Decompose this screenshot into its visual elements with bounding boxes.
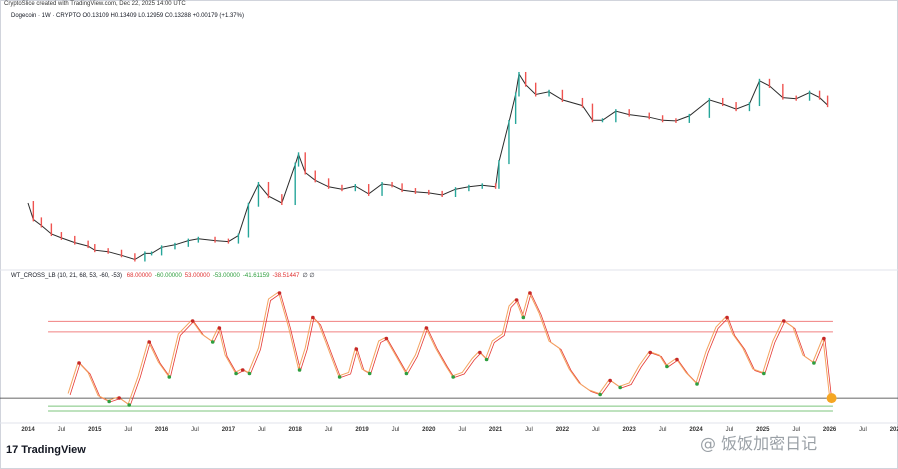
sell-cross-dot xyxy=(147,340,152,344)
wt2-line xyxy=(69,292,832,407)
ohlc-values: O0.13109 H0.13409 L0.12959 C0.13288 +0.0… xyxy=(82,13,244,19)
x-tick-label: Jul xyxy=(525,427,533,433)
indicator-value: -41.61159 xyxy=(242,273,270,279)
buy-cross-dot xyxy=(598,392,602,397)
x-tick-label: 2024 xyxy=(689,427,703,433)
x-tick-label: 2027 xyxy=(890,427,898,433)
buy-cross-dot xyxy=(234,371,238,376)
x-tick-label: Jul xyxy=(258,427,266,433)
buy-cross-dot xyxy=(665,364,669,369)
x-tick-label: Jul xyxy=(392,427,400,433)
buy-cross-dot xyxy=(618,385,622,390)
buy-cross-dot xyxy=(337,375,342,379)
x-tick-label: Jul xyxy=(659,427,667,433)
sell-cross-dot xyxy=(725,315,729,320)
sell-cross-dot xyxy=(354,347,359,351)
credit-line: CryptoSlice created with TradingView.com… xyxy=(4,1,186,7)
sell-cross-dot xyxy=(675,357,679,362)
buy-cross-dot xyxy=(451,375,455,379)
indicator-value: 53.00000 xyxy=(184,273,210,279)
sell-cross-dot xyxy=(384,336,389,341)
x-tick-label: 2014 xyxy=(21,427,35,433)
x-tick-label: 2016 xyxy=(155,427,169,433)
wt-cross-pane xyxy=(0,290,898,412)
symbol-title[interactable]: Dogecoin · 1W · CRYPTO xyxy=(11,13,81,19)
buy-cross-dot xyxy=(521,315,526,320)
indicator-value: 68.00000 xyxy=(126,273,152,279)
buy-cross-dot xyxy=(367,371,372,376)
watermark: @ 饭饭加密日记 xyxy=(700,434,818,453)
tv-logo-icon: 17 xyxy=(6,444,19,456)
sell-cross-dot xyxy=(608,378,612,383)
buy-cross-dot xyxy=(297,368,302,372)
sell-cross-dot xyxy=(190,319,195,323)
x-tick-label: 2017 xyxy=(222,427,236,433)
buy-cross-dot xyxy=(167,375,172,379)
symbol-legend: Dogecoin · 1W · CRYPTO O0.13109 H0.13409… xyxy=(11,13,244,19)
buy-cross-dot xyxy=(247,371,252,376)
indicator-value: -38.51447 xyxy=(272,273,300,279)
x-tick-label: 2023 xyxy=(623,427,637,433)
indicator-value: ∅ ∅ xyxy=(302,273,315,279)
sell-cross-dot xyxy=(424,326,429,330)
x-tick-label: Jul xyxy=(859,427,867,433)
x-tick-label: Jul xyxy=(191,427,199,433)
buy-cross-dot xyxy=(127,403,131,407)
sell-cross-dot xyxy=(117,396,121,400)
indicator-legend: WT_CROSS_LB (10, 21, 68, 53, -60, -53) 6… xyxy=(11,272,318,279)
sell-cross-dot xyxy=(277,291,282,295)
indicator-name[interactable]: WT_CROSS_LB (10, 21, 68, 53, -60, -53) xyxy=(11,273,123,279)
buy-cross-dot xyxy=(695,382,699,386)
buy-cross-dot xyxy=(107,399,111,404)
buy-cross-dot xyxy=(762,371,766,376)
sell-cross-dot xyxy=(311,315,315,320)
x-tick-label: Jul xyxy=(792,427,800,433)
sell-cross-dot xyxy=(822,336,826,341)
x-tick-label: 2020 xyxy=(422,427,436,433)
sell-cross-dot xyxy=(782,319,786,323)
x-tick-label: 2026 xyxy=(823,427,837,433)
buy-cross-dot xyxy=(404,371,409,376)
tradingview-logo: 17 TradingView xyxy=(6,444,86,456)
x-tick-label: 2021 xyxy=(489,427,503,433)
current-value-marker xyxy=(826,393,837,404)
x-tick-label: Jul xyxy=(325,427,333,433)
x-tick-label: 2015 xyxy=(88,427,102,433)
sell-cross-dot xyxy=(478,350,482,355)
x-tick-label: Jul xyxy=(726,427,734,433)
x-tick-label: Jul xyxy=(592,427,600,433)
buy-cross-dot xyxy=(484,357,489,362)
x-tick-label: 2025 xyxy=(756,427,770,433)
sell-cross-dot xyxy=(240,368,245,372)
x-tick-label: 2019 xyxy=(355,427,369,433)
wt1-line xyxy=(67,290,831,405)
price-series-line xyxy=(27,72,828,261)
buy-cross-dot xyxy=(812,361,816,365)
sell-cross-dot xyxy=(528,291,532,295)
time-axis: 2014 Jul 2015 Jul 2016 Jul 2017 Jul 2018 Jul 2019 J… xyxy=(21,427,898,433)
x-tick-label: Jul xyxy=(124,427,132,433)
x-tick-label: 2022 xyxy=(556,427,570,433)
indicator-value: -53.00000 xyxy=(212,273,240,279)
x-tick-label: Jul xyxy=(58,427,66,433)
sell-cross-dot xyxy=(648,350,653,355)
sell-cross-dot xyxy=(77,361,81,365)
sell-cross-dot xyxy=(217,326,222,330)
price-pane xyxy=(27,71,829,262)
logo-text: TradingView xyxy=(21,444,86,456)
x-tick-label: Jul xyxy=(458,427,466,433)
x-tick-label: 2018 xyxy=(289,427,303,433)
indicator-value: -60.00000 xyxy=(154,273,182,279)
buy-cross-dot xyxy=(210,340,215,344)
sell-cross-dot xyxy=(514,298,519,302)
